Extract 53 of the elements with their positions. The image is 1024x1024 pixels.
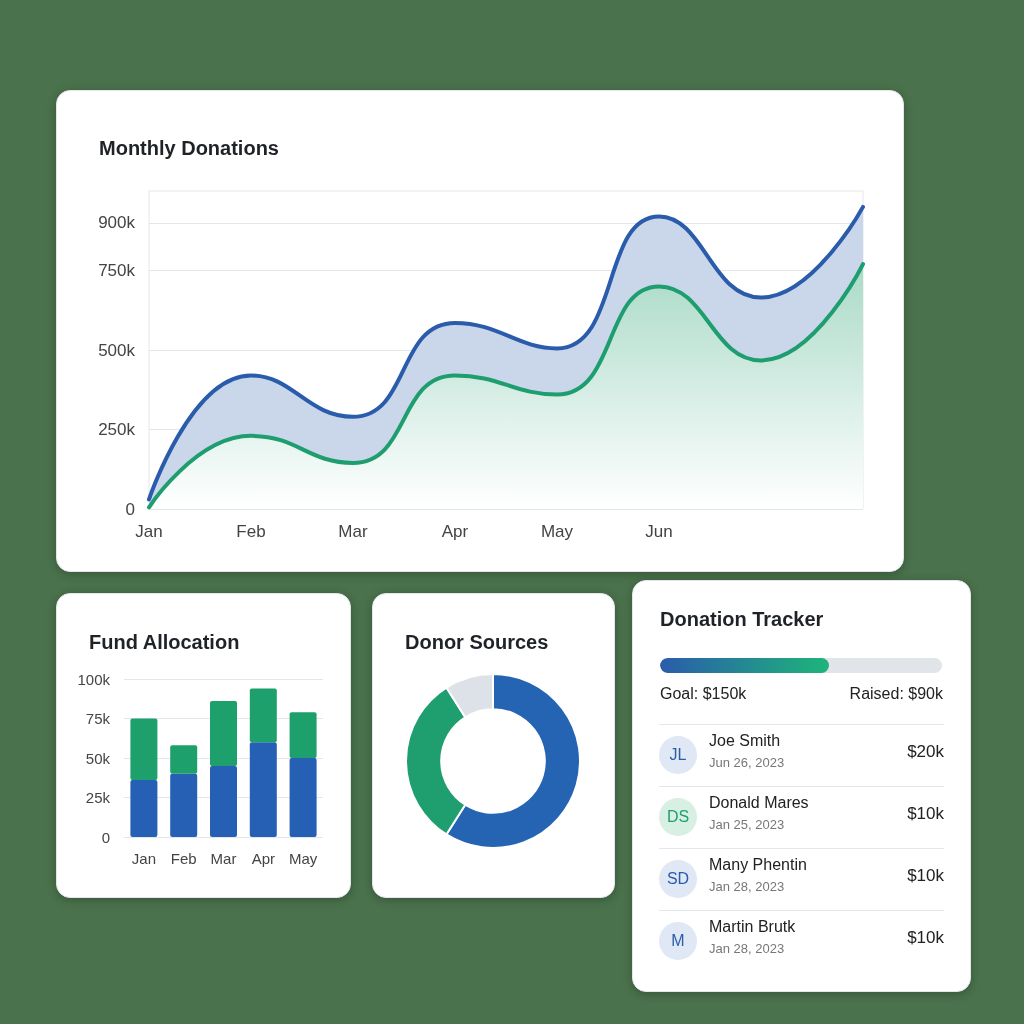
bar — [210, 701, 237, 766]
text: Jan 28, 2023 — [709, 941, 785, 956]
x-tick-label: Mar — [210, 850, 237, 867]
text: Jan 28, 2023 — [709, 879, 785, 894]
bar — [210, 765, 237, 837]
y-tick-label: 50k — [85, 749, 111, 767]
avatar-circle: DS — [659, 798, 697, 836]
x-tick-label: Apr — [251, 850, 275, 867]
chart-title: Donor Sources — [405, 631, 549, 653]
text: Donald Mares — [709, 794, 809, 812]
x-tick-label: Feb — [236, 522, 266, 541]
y-tick-label: 750k — [98, 261, 136, 280]
text: Raised: $90k — [849, 685, 943, 703]
text: $10k — [907, 804, 944, 824]
y-tick-label: 250k — [98, 420, 136, 439]
x-tick-label: May — [288, 850, 318, 867]
bar — [289, 712, 317, 758]
avatar-circle: JL — [659, 736, 697, 774]
bar — [170, 773, 198, 837]
y-tick-label: 500k — [98, 340, 136, 360]
y-tick-label: 0 — [101, 828, 110, 846]
x-tick-label: Mar — [338, 522, 368, 541]
avatar-circle: M — [659, 922, 697, 960]
chart-title: Monthly Donations — [99, 137, 279, 159]
bar — [130, 718, 158, 781]
bar — [170, 745, 198, 774]
y-tick-label: 25k — [85, 789, 111, 806]
x-tick-label: Jun — [645, 522, 673, 541]
y-tick-label: 100k — [77, 670, 111, 688]
bar — [249, 688, 277, 743]
x-tick-label: Feb — [170, 850, 197, 867]
y-tick-label: 75k — [85, 710, 111, 727]
bar — [249, 742, 277, 837]
text: Martin Brutk — [709, 918, 796, 936]
text: Goal: $150k — [660, 685, 747, 703]
y-tick-label: 0 — [125, 499, 135, 519]
x-tick-label: Jan — [135, 522, 163, 541]
x-tick-label: Apr — [441, 522, 469, 541]
text: $10k — [907, 928, 944, 948]
x-tick-label: May — [540, 522, 574, 541]
text: Jun 26, 2023 — [709, 755, 785, 770]
text: $10k — [907, 866, 944, 886]
x-tick-label: Jan — [131, 850, 156, 867]
bar — [289, 758, 317, 837]
y-tick-label: 900k — [98, 213, 136, 233]
text: Joe Smith — [709, 732, 781, 750]
text: Donation Tracker — [660, 608, 824, 631]
text: Jan 25, 2023 — [709, 817, 785, 832]
avatar-circle: SD — [659, 860, 697, 898]
bar — [130, 780, 158, 837]
text: $20k — [907, 742, 944, 762]
chart-title: Fund Allocation — [89, 631, 240, 653]
text: Many Phentin — [709, 856, 807, 874]
